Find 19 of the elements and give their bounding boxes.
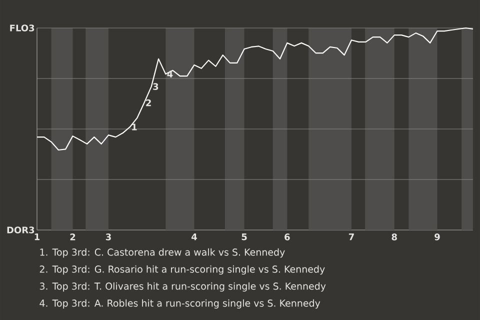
x-tick-label: 1: [34, 234, 40, 240]
text: 3. Top 3rd: T. Olivares hit a run-scoring single vs S. Kennedy: [40, 282, 326, 292]
text: DOR3: [7, 226, 34, 234]
x-tick-label: 9: [434, 234, 440, 240]
x-tick-label: 3: [106, 234, 111, 240]
text: 4. Top 3rd: A. Robles hit a run-scoring single vs S. Kennedy: [40, 299, 320, 309]
x-tick-label: 4: [192, 234, 197, 240]
x-tick-label: 7: [348, 234, 354, 240]
text: 1. Top 3rd: C. Castorena drew a walk vs S. Kennedy: [40, 248, 285, 258]
x-tick-label: 8: [392, 234, 397, 240]
x-tick-label: 2: [70, 234, 76, 240]
annotation: 4: [167, 70, 173, 78]
x-tick-label: 5: [242, 234, 247, 240]
annotation: 3: [153, 83, 158, 90]
annotation: 1: [132, 124, 137, 130]
x-tick-label: 6: [284, 234, 290, 240]
annotation: 2: [146, 99, 151, 106]
text: 2. Top 3rd: G. Rosario hit a run-scoring single vs S. Kennedy: [40, 265, 325, 275]
text: FLO3: [10, 24, 34, 32]
